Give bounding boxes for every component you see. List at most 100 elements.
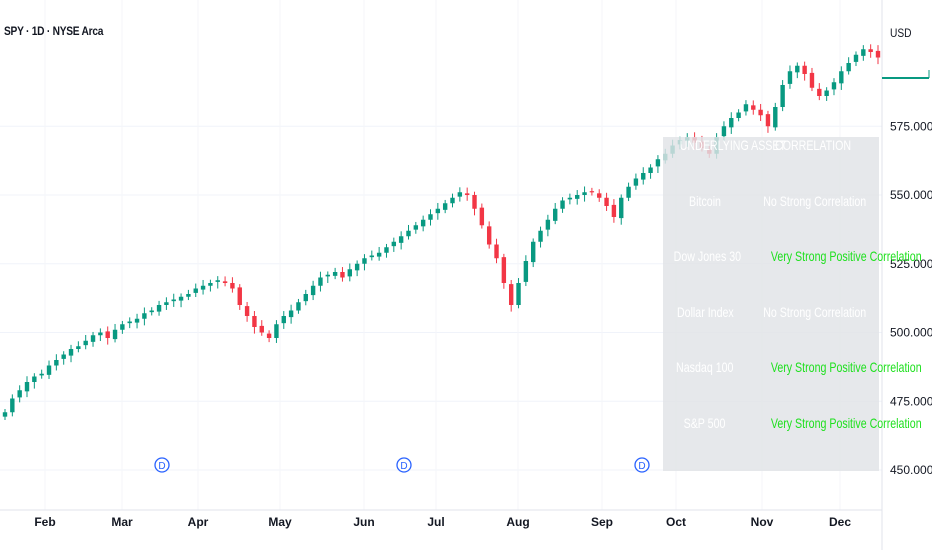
candle-body: [127, 321, 132, 324]
y-tick-label: 450.00000: [890, 463, 932, 477]
candle-body: [516, 283, 521, 305]
dividend-marker-circle: [396, 457, 412, 473]
candle-body: [508, 284, 514, 305]
correlation-value: Very Strong Positive Correlation: [770, 248, 922, 265]
table-row: Nasdaq 100 Very Strong Positive Correlat…: [663, 359, 921, 415]
candle-body: [523, 261, 529, 282]
candle-body: [567, 197, 573, 200]
candle-body: [200, 285, 206, 290]
table-row: Dow Jones 30 Very Strong Positive Correl…: [663, 248, 922, 304]
x-tick-label: Sep: [591, 515, 613, 529]
candle-body: [420, 219, 426, 227]
candle-body: [743, 104, 749, 112]
dividend-marker-label: D: [400, 461, 407, 472]
candle-body: [193, 288, 198, 293]
asset-name: Bitcoin: [689, 192, 721, 209]
candle-body: [266, 333, 272, 338]
candle-body: [575, 195, 580, 199]
candle-body: [318, 277, 323, 286]
candle-body: [641, 173, 646, 180]
candle-body: [32, 376, 37, 382]
y-tick-label: 500.00000: [890, 326, 932, 340]
candle-body: [244, 306, 250, 316]
candle-body: [54, 360, 59, 366]
candle-body: [230, 283, 235, 289]
candle-body: [83, 340, 88, 346]
x-axis[interactable]: Feb Mar Apr May Jun Jul Aug Sep Oct Nov Dec: [34, 515, 851, 529]
dividend-marker-circle: [634, 457, 650, 473]
candle-body: [296, 302, 301, 311]
table-header-row: UNDERLYING ASSET CORRELATION: [663, 137, 879, 193]
candle-body: [435, 208, 441, 214]
x-tick-label: Dec: [829, 515, 851, 529]
x-tick-label: Jun: [353, 515, 374, 529]
candle-body: [149, 310, 154, 313]
candle-body: [61, 354, 66, 359]
candle-body: [208, 283, 213, 286]
candle-body: [178, 296, 184, 301]
x-tick-label: Mar: [111, 515, 133, 529]
dividend-marker-label: D: [638, 461, 645, 472]
x-tick-label: Apr: [188, 515, 209, 529]
candle-body: [824, 90, 829, 96]
candle-body: [142, 313, 147, 319]
y-tick-label: 525.00000: [890, 257, 932, 271]
x-tick-label: Nov: [751, 515, 774, 529]
candle-body: [773, 107, 778, 128]
correlation-value: Very Strong Positive Correlation: [770, 415, 922, 431]
dividend-marker-label: D: [158, 461, 165, 472]
candle-body: [259, 325, 264, 333]
currency-label[interactable]: USD: [890, 26, 912, 40]
candle-body: [171, 299, 176, 302]
candle-body: [46, 365, 52, 375]
symbol-title[interactable]: SPY · 1D · NYSE Arca: [4, 24, 104, 38]
asset-name: S&P 500: [684, 415, 726, 431]
candle-body: [156, 305, 162, 312]
candle-body: [655, 159, 661, 167]
candle-body: [2, 412, 8, 417]
asset-name: Dollar Index: [676, 303, 734, 320]
x-tick-label: Oct: [666, 515, 686, 529]
candle-body: [120, 324, 125, 330]
candle-body: [384, 247, 389, 253]
candle-body: [288, 310, 294, 318]
candle-body: [24, 382, 30, 392]
candle-body: [486, 226, 492, 245]
candle-body: [633, 178, 639, 186]
candle-body: [736, 112, 741, 118]
candle-body: [340, 272, 345, 278]
candle-body: [310, 285, 316, 296]
candle-body: [560, 200, 565, 209]
candle-body: [354, 263, 360, 271]
candle-body: [222, 281, 228, 283]
candle-body: [112, 329, 118, 340]
candle-body: [787, 71, 793, 84]
dividend-marker[interactable]: D: [634, 457, 650, 473]
dividend-marker[interactable]: D: [396, 457, 412, 473]
y-tick-label: 550.00000: [890, 188, 932, 202]
candle-body: [501, 257, 507, 283]
candle-body: [868, 49, 873, 52]
candle-body: [729, 118, 734, 128]
candle-body: [839, 71, 844, 84]
x-tick-label: Jul: [427, 515, 444, 529]
y-axis[interactable]: 450.00000 475.00000 500.00000 525.00000 550.…: [890, 119, 932, 477]
candle-body: [406, 230, 411, 237]
candle-body: [831, 82, 837, 90]
dividend-marker[interactable]: D: [154, 457, 170, 473]
candle-body: [751, 105, 756, 110]
table-row: S&P 500 Very Strong Positive Correlation: [663, 415, 922, 471]
candle-body: [861, 49, 866, 56]
candle-body: [721, 126, 727, 137]
candle-body: [391, 241, 397, 247]
candle-body: [545, 219, 551, 230]
candle-body: [457, 192, 463, 197]
x-tick-label: May: [268, 515, 292, 529]
candle-body: [846, 63, 851, 72]
candle-body: [758, 109, 763, 116]
candle-body: [553, 208, 558, 221]
candle-body: [252, 316, 257, 327]
y-tick-label: 475.00000: [890, 394, 932, 408]
candle-body: [398, 236, 404, 243]
candle-body: [186, 294, 191, 297]
